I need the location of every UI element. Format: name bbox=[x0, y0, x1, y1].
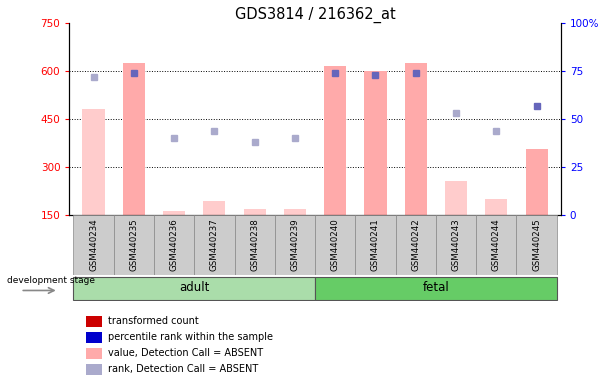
Bar bbox=[476, 215, 517, 275]
Bar bbox=[284, 209, 306, 215]
Text: GSM440245: GSM440245 bbox=[532, 218, 541, 271]
Bar bbox=[74, 276, 315, 300]
Bar bbox=[194, 215, 235, 275]
Bar bbox=[83, 109, 104, 215]
Text: GSM440240: GSM440240 bbox=[330, 218, 339, 271]
Bar bbox=[396, 215, 436, 275]
Bar bbox=[324, 66, 346, 215]
Text: GSM440242: GSM440242 bbox=[411, 218, 420, 271]
Bar bbox=[163, 211, 185, 215]
Bar bbox=[485, 199, 507, 215]
Bar bbox=[86, 316, 102, 327]
Text: GSM440243: GSM440243 bbox=[452, 218, 461, 271]
Text: rank, Detection Call = ABSENT: rank, Detection Call = ABSENT bbox=[108, 364, 259, 374]
Bar bbox=[86, 348, 102, 359]
Bar bbox=[275, 215, 315, 275]
Text: development stage: development stage bbox=[7, 276, 95, 285]
Bar bbox=[74, 215, 113, 275]
Bar bbox=[86, 364, 102, 376]
Text: GSM440244: GSM440244 bbox=[492, 218, 501, 271]
Bar bbox=[154, 215, 194, 275]
Bar bbox=[123, 63, 145, 215]
Bar bbox=[364, 71, 387, 215]
Bar bbox=[315, 276, 557, 300]
Bar bbox=[203, 200, 226, 215]
Text: GSM440236: GSM440236 bbox=[169, 218, 178, 271]
Text: GSM440235: GSM440235 bbox=[129, 218, 138, 271]
Bar bbox=[355, 215, 396, 275]
Text: percentile rank within the sample: percentile rank within the sample bbox=[108, 332, 273, 342]
Bar bbox=[405, 63, 427, 215]
Text: GSM440239: GSM440239 bbox=[291, 218, 300, 271]
Text: GSM440241: GSM440241 bbox=[371, 218, 380, 271]
Text: GSM440237: GSM440237 bbox=[210, 218, 219, 271]
Bar bbox=[517, 215, 557, 275]
Bar bbox=[113, 215, 154, 275]
Text: adult: adult bbox=[179, 281, 209, 295]
Text: GSM440234: GSM440234 bbox=[89, 218, 98, 271]
Bar bbox=[235, 215, 275, 275]
Bar bbox=[315, 215, 355, 275]
Bar bbox=[436, 215, 476, 275]
Title: GDS3814 / 216362_at: GDS3814 / 216362_at bbox=[235, 7, 396, 23]
Text: transformed count: transformed count bbox=[108, 316, 199, 326]
Text: value, Detection Call = ABSENT: value, Detection Call = ABSENT bbox=[108, 348, 264, 358]
Bar bbox=[86, 332, 102, 343]
Text: GSM440238: GSM440238 bbox=[250, 218, 259, 271]
Bar bbox=[244, 209, 266, 215]
Text: fetal: fetal bbox=[423, 281, 449, 295]
Bar bbox=[526, 149, 548, 215]
Bar bbox=[445, 182, 467, 215]
